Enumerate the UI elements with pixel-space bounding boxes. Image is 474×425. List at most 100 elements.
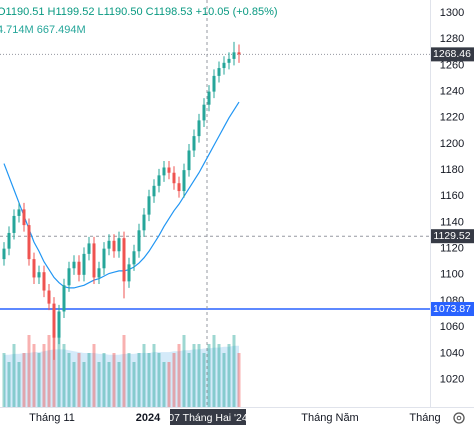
candle-body: [137, 230, 141, 252]
candle-body: [207, 91, 211, 105]
volume-bar: [102, 353, 106, 407]
candle-body: [197, 120, 201, 137]
candle-body: [12, 215, 16, 233]
volume-bar: [97, 362, 101, 407]
candle-body: [152, 185, 156, 197]
y-tick-label: 1300: [440, 7, 464, 19]
volume-bar: [47, 335, 51, 407]
candle-body: [217, 68, 221, 76]
horizontal-line-label: 1073.87: [433, 303, 471, 315]
crosshair-price-label: 1129.52: [433, 230, 470, 242]
candle-body: [32, 259, 36, 278]
candle-body: [17, 209, 21, 216]
horizontal-line-label-box: [431, 302, 474, 317]
volume-bar: [77, 353, 81, 407]
volume-bar: [217, 344, 221, 407]
volume-bar: [237, 353, 241, 407]
volume-bar: [122, 335, 126, 407]
volume-bar: [192, 344, 196, 407]
volume-bar: [132, 362, 136, 407]
candle-body: [127, 264, 131, 282]
volume-bar: [172, 353, 176, 407]
volume-bar: [62, 344, 66, 407]
candle-body: [22, 209, 26, 226]
candle-body: [237, 52, 241, 55]
candle-body: [117, 238, 121, 252]
moving-average: [3, 101, 240, 289]
candle-body: [37, 272, 41, 278]
candle-body: [142, 214, 146, 231]
candle-body: [42, 272, 46, 291]
volume-bar: [67, 353, 71, 407]
y-tick-label: 1060: [440, 321, 464, 333]
volume-bar: [127, 353, 131, 407]
volume-bar: [232, 335, 236, 407]
candle-body: [122, 238, 126, 282]
candle-body: [67, 268, 71, 286]
last-price-label-box: [431, 47, 474, 62]
x-tick-label: Tháng: [409, 412, 440, 424]
candle-body: [162, 167, 166, 176]
y-tick-label: 1140: [440, 216, 464, 228]
candle-body: [147, 196, 151, 215]
candle-body: [72, 261, 76, 269]
volume-ma-area: [4, 345, 239, 407]
candle-body: [107, 240, 111, 249]
candle-body: [132, 251, 136, 265]
volume-bar: [212, 335, 216, 407]
candle-body: [57, 311, 61, 338]
crosshair-x-box: [170, 409, 246, 425]
volume-bar: [152, 344, 156, 407]
y-tick-label: 1160: [440, 190, 464, 202]
candle-body: [92, 243, 96, 278]
volume-bar: [177, 344, 181, 407]
y-tick-label: 1280: [440, 33, 464, 45]
volume-bar: [142, 344, 146, 407]
y-tick-label: 1020: [440, 373, 464, 385]
volume-bar: [22, 353, 26, 407]
candle-body: [47, 290, 51, 304]
candle-body: [27, 225, 31, 260]
candle-body: [177, 183, 181, 192]
volume-bar: [147, 353, 151, 407]
volume-bar: [157, 353, 161, 407]
x-tick-label: 2024: [136, 412, 161, 424]
last-price-label: 1268.46: [433, 48, 471, 60]
candle-body: [232, 52, 236, 59]
candle-body: [192, 136, 196, 151]
volume-bar: [57, 335, 61, 407]
candle-body: [52, 303, 56, 338]
y-tick-label: 1040: [440, 347, 464, 359]
candle-body: [7, 232, 11, 249]
y-tick-label: 1100: [440, 269, 464, 281]
candle-body: [167, 167, 171, 173]
settings-icon[interactable]: [453, 412, 465, 424]
volume-bar: [197, 344, 201, 407]
candle-body: [87, 243, 91, 254]
volume-bar: [167, 362, 171, 407]
plot-area: [0, 0, 430, 407]
volume-bar: [72, 362, 76, 407]
volume-bar: [137, 353, 141, 407]
volume-bar: [182, 335, 186, 407]
volume-bar: [2, 353, 6, 407]
volume-bar: [87, 353, 91, 407]
volume-bar: [117, 362, 121, 407]
y-tick-label: 1240: [440, 86, 464, 98]
volume-header: 4.714M 667.494M: [0, 24, 86, 36]
volume-bar: [112, 353, 116, 407]
volume-bar: [37, 353, 41, 407]
volume-bar: [107, 362, 111, 407]
candle-body: [77, 261, 81, 275]
candle-body: [202, 104, 206, 121]
candle-body: [212, 75, 216, 92]
candle-body: [2, 248, 6, 260]
volume-bar: [162, 362, 166, 407]
volume-bar: [12, 344, 16, 407]
volume-bar: [32, 344, 36, 407]
candle-body: [187, 150, 191, 171]
volume-bar: [187, 353, 191, 407]
crosshair-x-label: 07 Tháng Hai '24: [168, 412, 248, 424]
volume-bar: [42, 344, 46, 407]
